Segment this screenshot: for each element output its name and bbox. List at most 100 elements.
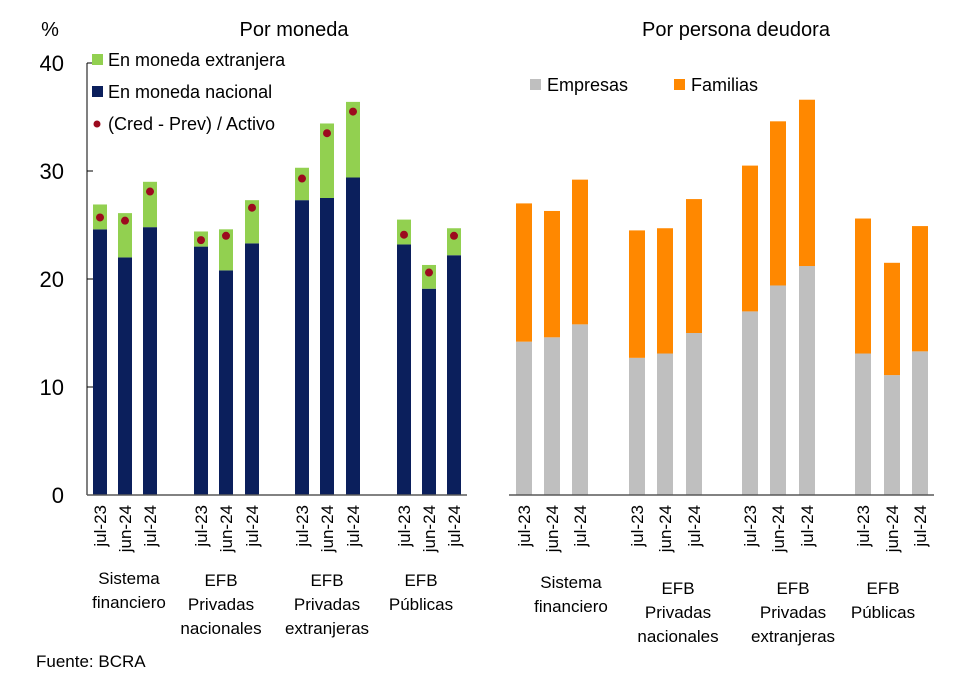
group-label-2: extranjeras [751, 627, 835, 646]
point-cred-prev-activo-5 [248, 203, 256, 212]
legend-swatch-0 [92, 54, 103, 65]
group-label-3: Públicas [851, 603, 915, 622]
x-tick-label: jul-24 [798, 505, 817, 548]
bar-en-moneda-nacional-5 [245, 243, 259, 495]
group-label-2: extranjeras [285, 619, 369, 638]
bar-empresas-3 [629, 357, 645, 495]
x-tick-label: jul-23 [854, 505, 873, 548]
group-label-1: nacionales [637, 627, 718, 646]
y-axis-unit-label: % [41, 19, 59, 41]
x-tick-label: jun-24 [116, 505, 135, 553]
point-cred-prev-activo-11 [450, 231, 458, 240]
bar-familias-9 [855, 218, 871, 354]
point-cred-prev-activo-2 [146, 187, 154, 196]
x-tick-label: jul-24 [911, 505, 930, 548]
bar-empresas-0 [516, 341, 532, 495]
right-panel-por-persona-deudora: Por persona deudora jul-23 jun-24 jul-24 Si… [509, 19, 934, 646]
bar-en-moneda-nacional-4 [219, 270, 233, 495]
source-note: Fuente: BCRA [36, 652, 146, 671]
x-tick-label: jun-24 [769, 505, 788, 553]
x-tick-label: jul-23 [293, 505, 312, 548]
group-label-1: EFB [661, 579, 694, 598]
x-tick-label: jul-23 [515, 505, 534, 548]
point-cred-prev-activo-7 [323, 129, 331, 138]
group-label-3: EFB [404, 571, 437, 590]
bar-en-moneda-nacional-8 [346, 177, 360, 496]
x-tick-label: jun-24 [543, 505, 562, 553]
bar-en-moneda-extranjera-6 [295, 167, 309, 201]
x-tick-label: jun-24 [883, 505, 902, 553]
left-legend: En moneda extranjera En moneda nacional (C… [92, 50, 286, 134]
group-label-0: financiero [92, 593, 166, 612]
right-x-axis: jul-23 jun-24 jul-24 Sistema financiero jul-2… [509, 494, 934, 646]
bar-en-moneda-nacional-11 [447, 255, 461, 495]
y-tick-label: 40 [40, 51, 64, 76]
x-tick-label: jun-24 [318, 505, 337, 553]
bar-en-moneda-extranjera-5 [245, 200, 259, 244]
bar-empresas-5 [686, 333, 702, 495]
bar-en-moneda-nacional-7 [320, 198, 334, 495]
bar-familias-6 [742, 165, 758, 312]
left-chart-title: Por moneda [240, 19, 350, 41]
group-label-3: EFB [866, 579, 899, 598]
y-tick-label: 10 [40, 375, 64, 400]
bar-empresas-2 [572, 324, 588, 495]
x-tick-label: jul-24 [571, 505, 590, 548]
x-tick-label: jul-23 [741, 505, 760, 548]
group-label-1: EFB [204, 571, 237, 590]
y-tick-label: 20 [40, 267, 64, 292]
group-label-1: Privadas [645, 603, 711, 622]
y-tick-label: 0 [52, 483, 64, 508]
bar-familias-7 [770, 121, 786, 286]
x-tick-label: jun-24 [420, 505, 439, 553]
group-label-0: Sistema [540, 573, 602, 592]
point-cred-prev-activo-6 [298, 174, 306, 183]
x-tick-label: jul-24 [685, 505, 704, 548]
point-cred-prev-activo-8 [349, 107, 357, 116]
bar-en-moneda-nacional-6 [295, 200, 309, 495]
bar-familias-0 [516, 203, 532, 342]
bar-empresas-11 [912, 351, 928, 495]
point-cred-prev-activo-9 [400, 230, 408, 239]
legend-swatch-0 [530, 79, 541, 90]
x-tick-label: jul-23 [91, 505, 110, 548]
legend-label-1: En moneda nacional [108, 82, 272, 102]
bar-familias-2 [572, 179, 588, 325]
legend-label-1: Familias [691, 75, 758, 95]
group-label-1: nacionales [180, 619, 261, 638]
bar-en-moneda-extranjera-7 [320, 123, 334, 198]
bar-en-moneda-nacional-2 [143, 227, 157, 495]
bar-familias-10 [884, 262, 900, 376]
bar-familias-8 [799, 99, 815, 267]
left-dots [96, 107, 458, 277]
bar-empresas-6 [742, 311, 758, 495]
x-tick-label: jul-24 [141, 505, 160, 548]
bar-familias-11 [912, 226, 928, 352]
right-chart-title: Por persona deudora [642, 19, 831, 41]
bar-en-moneda-extranjera-4 [219, 229, 233, 271]
bar-en-moneda-nacional-0 [93, 229, 107, 495]
bar-en-moneda-extranjera-8 [346, 101, 360, 178]
x-tick-label: jul-24 [445, 505, 464, 548]
bar-en-moneda-nacional-3 [194, 246, 208, 495]
bar-familias-4 [657, 228, 673, 354]
left-bars [93, 101, 461, 496]
y-tick-label: 30 [40, 159, 64, 184]
point-cred-prev-activo-10 [425, 268, 433, 277]
group-label-0: Sistema [98, 569, 160, 588]
legend-label-0: Empresas [547, 75, 628, 95]
x-tick-label: jul-23 [395, 505, 414, 548]
left-panel-por-moneda: Por moneda % 0 10 20 30 40 jul-23 jun-24 jul-2… [40, 19, 467, 638]
bar-empresas-8 [799, 266, 815, 495]
x-tick-label: jun-24 [656, 505, 675, 553]
bar-empresas-1 [544, 337, 560, 495]
right-legend: Empresas Familias [530, 75, 758, 95]
bar-familias-1 [544, 210, 560, 338]
x-tick-label: jul-24 [344, 505, 363, 548]
legend-swatch-1 [92, 86, 103, 97]
bar-empresas-4 [657, 353, 673, 495]
legend-swatch-1 [674, 79, 685, 90]
legend-dot-2 [93, 120, 101, 128]
group-label-2: EFB [776, 579, 809, 598]
